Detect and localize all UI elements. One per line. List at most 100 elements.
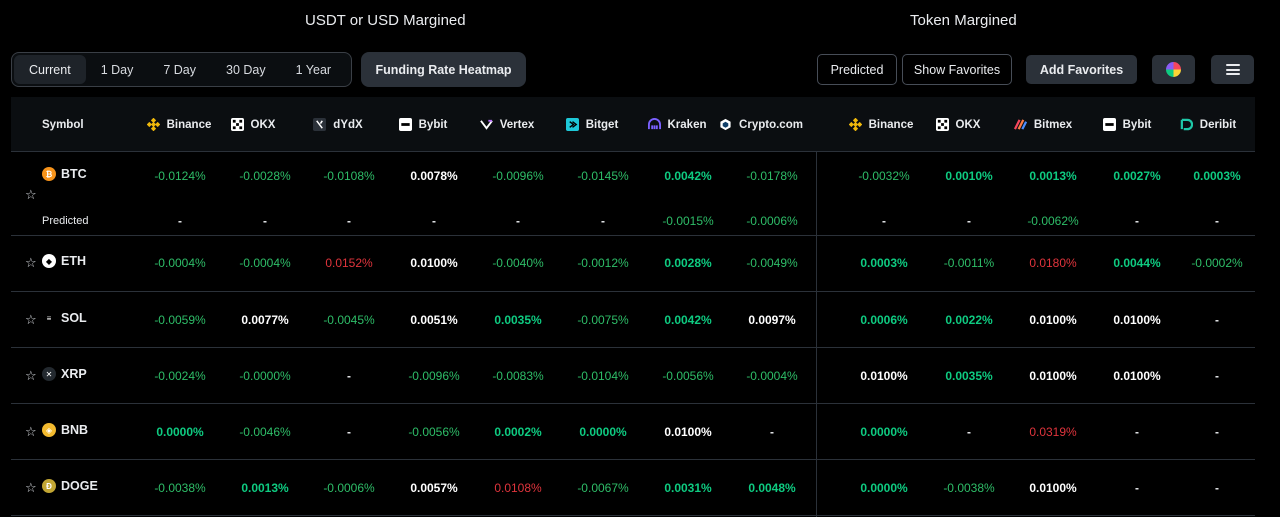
predicted-rate-cell: -0.0015% bbox=[662, 214, 714, 228]
funding-rate-cell: 0.0006% bbox=[860, 313, 908, 327]
column-header-token-deribit[interactable]: Deribit bbox=[1166, 97, 1250, 152]
column-header-token-okx[interactable]: OKX bbox=[916, 97, 1000, 152]
funding-rate-cell: 0.0077% bbox=[241, 313, 289, 327]
funding-rate-cell: - bbox=[1135, 481, 1139, 495]
crypto-com-icon bbox=[720, 118, 731, 131]
funding-rate-cell: -0.0056% bbox=[662, 369, 714, 383]
symbol-cell[interactable]: ◆ ETH bbox=[42, 254, 86, 268]
column-header-dydx[interactable]: dYdX bbox=[296, 97, 380, 152]
funding-rate-cell: -0.0096% bbox=[408, 369, 460, 383]
column-header-bybit[interactable]: Bybit bbox=[381, 97, 465, 152]
symbol-cell[interactable]: ≡ SOL bbox=[42, 311, 87, 325]
symbol-label: DOGE bbox=[61, 479, 98, 493]
funding-rate-cell: 0.0013% bbox=[241, 481, 289, 495]
symbol-cell[interactable]: ✕ XRP bbox=[42, 367, 87, 381]
favorite-star-icon[interactable]: ☆ bbox=[25, 480, 37, 495]
funding-rate-heatmap-button[interactable]: Funding Rate Heatmap bbox=[361, 52, 526, 87]
funding-rate-cell: 0.0000% bbox=[860, 425, 908, 439]
funding-rate-cell: -0.0028% bbox=[239, 169, 291, 183]
period-7-day-tab[interactable]: 7 Day bbox=[163, 62, 196, 77]
column-header-token-bitmex[interactable]: Bitmex bbox=[1001, 97, 1085, 152]
column-header-vertex[interactable]: Vertex bbox=[465, 97, 549, 152]
funding-rate-cell: 0.0048% bbox=[748, 481, 796, 495]
funding-rate-cell: -0.0004% bbox=[746, 369, 798, 383]
funding-rate-cell: 0.0152% bbox=[325, 256, 373, 270]
deribit-icon bbox=[1180, 118, 1193, 131]
color-theme-button[interactable] bbox=[1152, 55, 1195, 84]
column-header-okx[interactable]: OKX bbox=[211, 97, 295, 152]
predicted-row-label: Predicted bbox=[42, 215, 89, 227]
funding-rate-cell: -0.0012% bbox=[577, 256, 629, 270]
period-current-tab[interactable]: Current bbox=[14, 55, 86, 84]
column-header-token-bybit[interactable]: Bybit bbox=[1085, 97, 1169, 152]
column-header-crypto-com[interactable]: Crypto.com bbox=[719, 97, 803, 152]
predicted-rate-cell: - bbox=[516, 214, 520, 228]
favorite-star-icon[interactable]: ☆ bbox=[25, 424, 37, 439]
funding-rate-cell: 0.0078% bbox=[410, 169, 458, 183]
predicted-rate-cell: - bbox=[601, 214, 605, 228]
predicted-button[interactable]: Predicted bbox=[817, 54, 897, 85]
funding-rate-cell: 0.0002% bbox=[494, 425, 542, 439]
vertex-icon bbox=[479, 119, 493, 130]
funding-rate-cell: 0.0319% bbox=[1029, 425, 1077, 439]
favorite-star-icon[interactable]: ☆ bbox=[25, 368, 37, 383]
period-30-day-tab[interactable]: 30 Day bbox=[226, 62, 266, 77]
sol-coin-icon: ≡ bbox=[42, 311, 56, 325]
funding-rate-cell: -0.0083% bbox=[492, 369, 544, 383]
predicted-rate-cell: - bbox=[263, 214, 267, 228]
xrp-coin-icon: ✕ bbox=[42, 367, 56, 381]
funding-rate-cell: 0.0003% bbox=[1193, 169, 1241, 183]
funding-rate-cell: - bbox=[1135, 425, 1139, 439]
funding-rate-cell: 0.0100% bbox=[664, 425, 712, 439]
symbol-column-header: Symbol bbox=[42, 118, 84, 131]
favorite-star-icon[interactable]: ☆ bbox=[25, 312, 37, 327]
symbol-label: ETH bbox=[61, 254, 86, 268]
column-header-token-binance[interactable]: Binance bbox=[839, 97, 923, 152]
funding-rate-cell: - bbox=[1215, 313, 1219, 327]
funding-rate-cell: -0.0032% bbox=[858, 169, 910, 183]
predicted-rate-cell: -0.0006% bbox=[746, 214, 798, 228]
column-header-bitget[interactable]: Bitget bbox=[550, 97, 634, 152]
funding-rate-cell: -0.0004% bbox=[239, 256, 291, 270]
funding-rate-cell: 0.0100% bbox=[410, 256, 458, 270]
symbol-cell[interactable]: Ð DOGE bbox=[42, 479, 98, 493]
column-header-binance[interactable]: Binance bbox=[137, 97, 221, 152]
funding-rate-cell: -0.0000% bbox=[239, 369, 291, 383]
funding-rate-cell: -0.0096% bbox=[492, 169, 544, 183]
sliders-icon bbox=[1225, 64, 1240, 75]
funding-rate-cell: -0.0178% bbox=[746, 169, 798, 183]
bitget-icon bbox=[565, 118, 579, 131]
favorite-star-icon[interactable]: ☆ bbox=[25, 187, 37, 202]
add-favorites-button[interactable]: Add Favorites bbox=[1026, 55, 1137, 84]
column-group-divider bbox=[816, 152, 817, 517]
show-favorites-button[interactable]: Show Favorites bbox=[902, 54, 1012, 85]
funding-rate-cell: -0.0145% bbox=[577, 169, 629, 183]
period-1-day-tab[interactable]: 1 Day bbox=[100, 62, 134, 77]
funding-rate-cell: -0.0059% bbox=[154, 313, 206, 327]
binance-icon bbox=[146, 118, 160, 131]
column-header-kraken[interactable]: Kraken bbox=[635, 97, 719, 152]
funding-rate-cell: -0.0038% bbox=[943, 481, 995, 495]
funding-rate-cell: - bbox=[1215, 481, 1219, 495]
predicted-rate-cell: - bbox=[1135, 214, 1139, 228]
funding-rate-cell: - bbox=[1215, 369, 1219, 383]
favorite-star-icon[interactable]: ☆ bbox=[25, 255, 37, 270]
okx-icon bbox=[230, 118, 244, 131]
funding-rate-cell: 0.0100% bbox=[1029, 481, 1077, 495]
funding-rate-cell: 0.0057% bbox=[410, 481, 458, 495]
table-row: ☆ Ð DOGE -0.0038% 0.0013% -0.0006% 0.0057% 0.01… bbox=[11, 460, 1255, 516]
table-header: Symbol Binance OKX dYdX Bybit Vertex Bit… bbox=[11, 97, 1255, 152]
funding-rate-table: Symbol Binance OKX dYdX Bybit Vertex Bit… bbox=[11, 97, 1255, 517]
settings-button[interactable] bbox=[1211, 55, 1254, 84]
symbol-label: BTC bbox=[61, 167, 87, 181]
period-1-year-tab[interactable]: 1 Year bbox=[295, 62, 332, 77]
funding-rate-cell: 0.0051% bbox=[410, 313, 458, 327]
symbol-cell[interactable]: ◈ BNB bbox=[42, 423, 88, 437]
funding-rate-cell: 0.0042% bbox=[664, 313, 712, 327]
funding-rate-cell: -0.0075% bbox=[577, 313, 629, 327]
predicted-rate-cell: -0.0062% bbox=[1027, 214, 1079, 228]
symbol-cell[interactable]: ₿ BTC bbox=[42, 167, 87, 181]
funding-rate-cell: - bbox=[967, 425, 971, 439]
funding-rate-cell: -0.0104% bbox=[577, 369, 629, 383]
table-row: ☆ ₿ BTC -0.0124% -0.0028% -0.0108% 0.0078% -0.0… bbox=[11, 153, 1255, 236]
